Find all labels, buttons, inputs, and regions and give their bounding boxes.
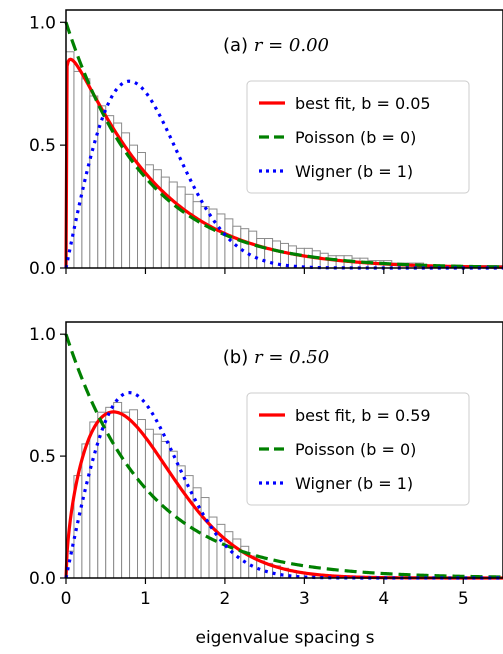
panel-label-a: (a) bbox=[223, 35, 248, 56]
histogram-bar bbox=[73, 70, 83, 269]
panel-b: 0.0 0.5 1.0 0 1 2 3 4 5 (b) r = 0.50 best fit, … bbox=[29, 321, 503, 609]
y-axis-b: 0.0 0.5 1.0 bbox=[29, 325, 66, 589]
curve-solid bbox=[64, 57, 503, 269]
histogram-bar bbox=[105, 115, 115, 269]
histogram-bar bbox=[144, 428, 154, 579]
y-tick-label: 1.0 bbox=[29, 325, 56, 345]
y-tick-label: 0.5 bbox=[29, 136, 56, 156]
panel-r-value-b: r = 0.50 bbox=[254, 347, 329, 368]
histogram-bar bbox=[81, 443, 91, 579]
histogram-bar bbox=[176, 186, 186, 269]
x-tick-label: 2 bbox=[219, 589, 230, 609]
legend-entry-label: Wigner (b = 1) bbox=[295, 474, 413, 493]
histogram-bar bbox=[137, 419, 146, 579]
x-axis-a bbox=[65, 268, 464, 274]
legend-entry-label: Poisson (b = 0) bbox=[295, 128, 416, 147]
legend-b: best fit, b = 0.59 Poisson (b = 0) Wigner … bbox=[246, 392, 470, 506]
y-axis-a: 0.0 0.5 1.0 bbox=[29, 13, 66, 279]
histogram-bar bbox=[129, 409, 139, 579]
y-tick-label: 1.0 bbox=[29, 13, 56, 33]
histogram-bar bbox=[121, 411, 131, 579]
x-axis-label: eigenvalue spacing s bbox=[195, 628, 374, 648]
x-tick-label: 1 bbox=[140, 589, 151, 609]
x-tick-label: 4 bbox=[378, 589, 389, 609]
legend-a: best fit, b = 0.05 Poisson (b = 0) Wigner … bbox=[246, 80, 470, 194]
legend-frame bbox=[246, 80, 470, 194]
legend-entry-label: Wigner (b = 1) bbox=[295, 162, 413, 181]
histogram-bar bbox=[216, 213, 226, 269]
curve-dashed bbox=[64, 21, 503, 269]
plot-frame-b bbox=[65, 321, 503, 579]
histogram-bar bbox=[200, 206, 210, 269]
histogram-bar bbox=[184, 193, 194, 269]
panel-title-b: (b) r = 0.50 bbox=[223, 347, 329, 368]
histogram-bar bbox=[168, 450, 178, 579]
legend-entry-label: Poisson (b = 0) bbox=[295, 440, 416, 459]
panel-r-value-a: r = 0.00 bbox=[254, 35, 329, 56]
y-tick-label: 0.0 bbox=[29, 259, 56, 279]
panel-a: 0.0 0.5 1.0 (a) r = 0.00 best fit, b = 0.0… bbox=[29, 9, 503, 279]
x-tick-label: 3 bbox=[299, 589, 310, 609]
legend-entry-label: best fit, b = 0.59 bbox=[295, 406, 431, 425]
histogram-bar bbox=[287, 245, 297, 269]
y-tick-label: 0.5 bbox=[29, 447, 56, 467]
x-tick-label: 0 bbox=[61, 589, 72, 609]
histogram-bar bbox=[89, 95, 99, 269]
histogram-bar bbox=[248, 230, 258, 269]
panel-label-b: (b) bbox=[223, 347, 248, 368]
histogram-bar bbox=[97, 105, 107, 269]
histogram-bar bbox=[105, 406, 115, 579]
legend-entry-label: best fit, b = 0.05 bbox=[295, 94, 431, 113]
legend-frame bbox=[246, 392, 470, 506]
panel-title-a: (a) r = 0.00 bbox=[223, 35, 329, 56]
histogram-bar bbox=[192, 201, 202, 269]
histogram-bar bbox=[208, 208, 218, 269]
curve-dashed bbox=[64, 333, 503, 579]
y-tick-label: 0.0 bbox=[29, 569, 56, 589]
histogram-bar bbox=[232, 225, 242, 269]
histogram-bar bbox=[168, 181, 178, 269]
histogram-bar bbox=[113, 401, 123, 579]
x-tick-label: 5 bbox=[458, 589, 469, 609]
histogram-bar bbox=[256, 238, 266, 269]
plot-frame-a bbox=[65, 9, 503, 269]
histogram-bar bbox=[224, 218, 234, 269]
x-axis-b: 0 1 2 3 4 5 bbox=[61, 578, 469, 609]
histogram-bar bbox=[295, 247, 305, 269]
